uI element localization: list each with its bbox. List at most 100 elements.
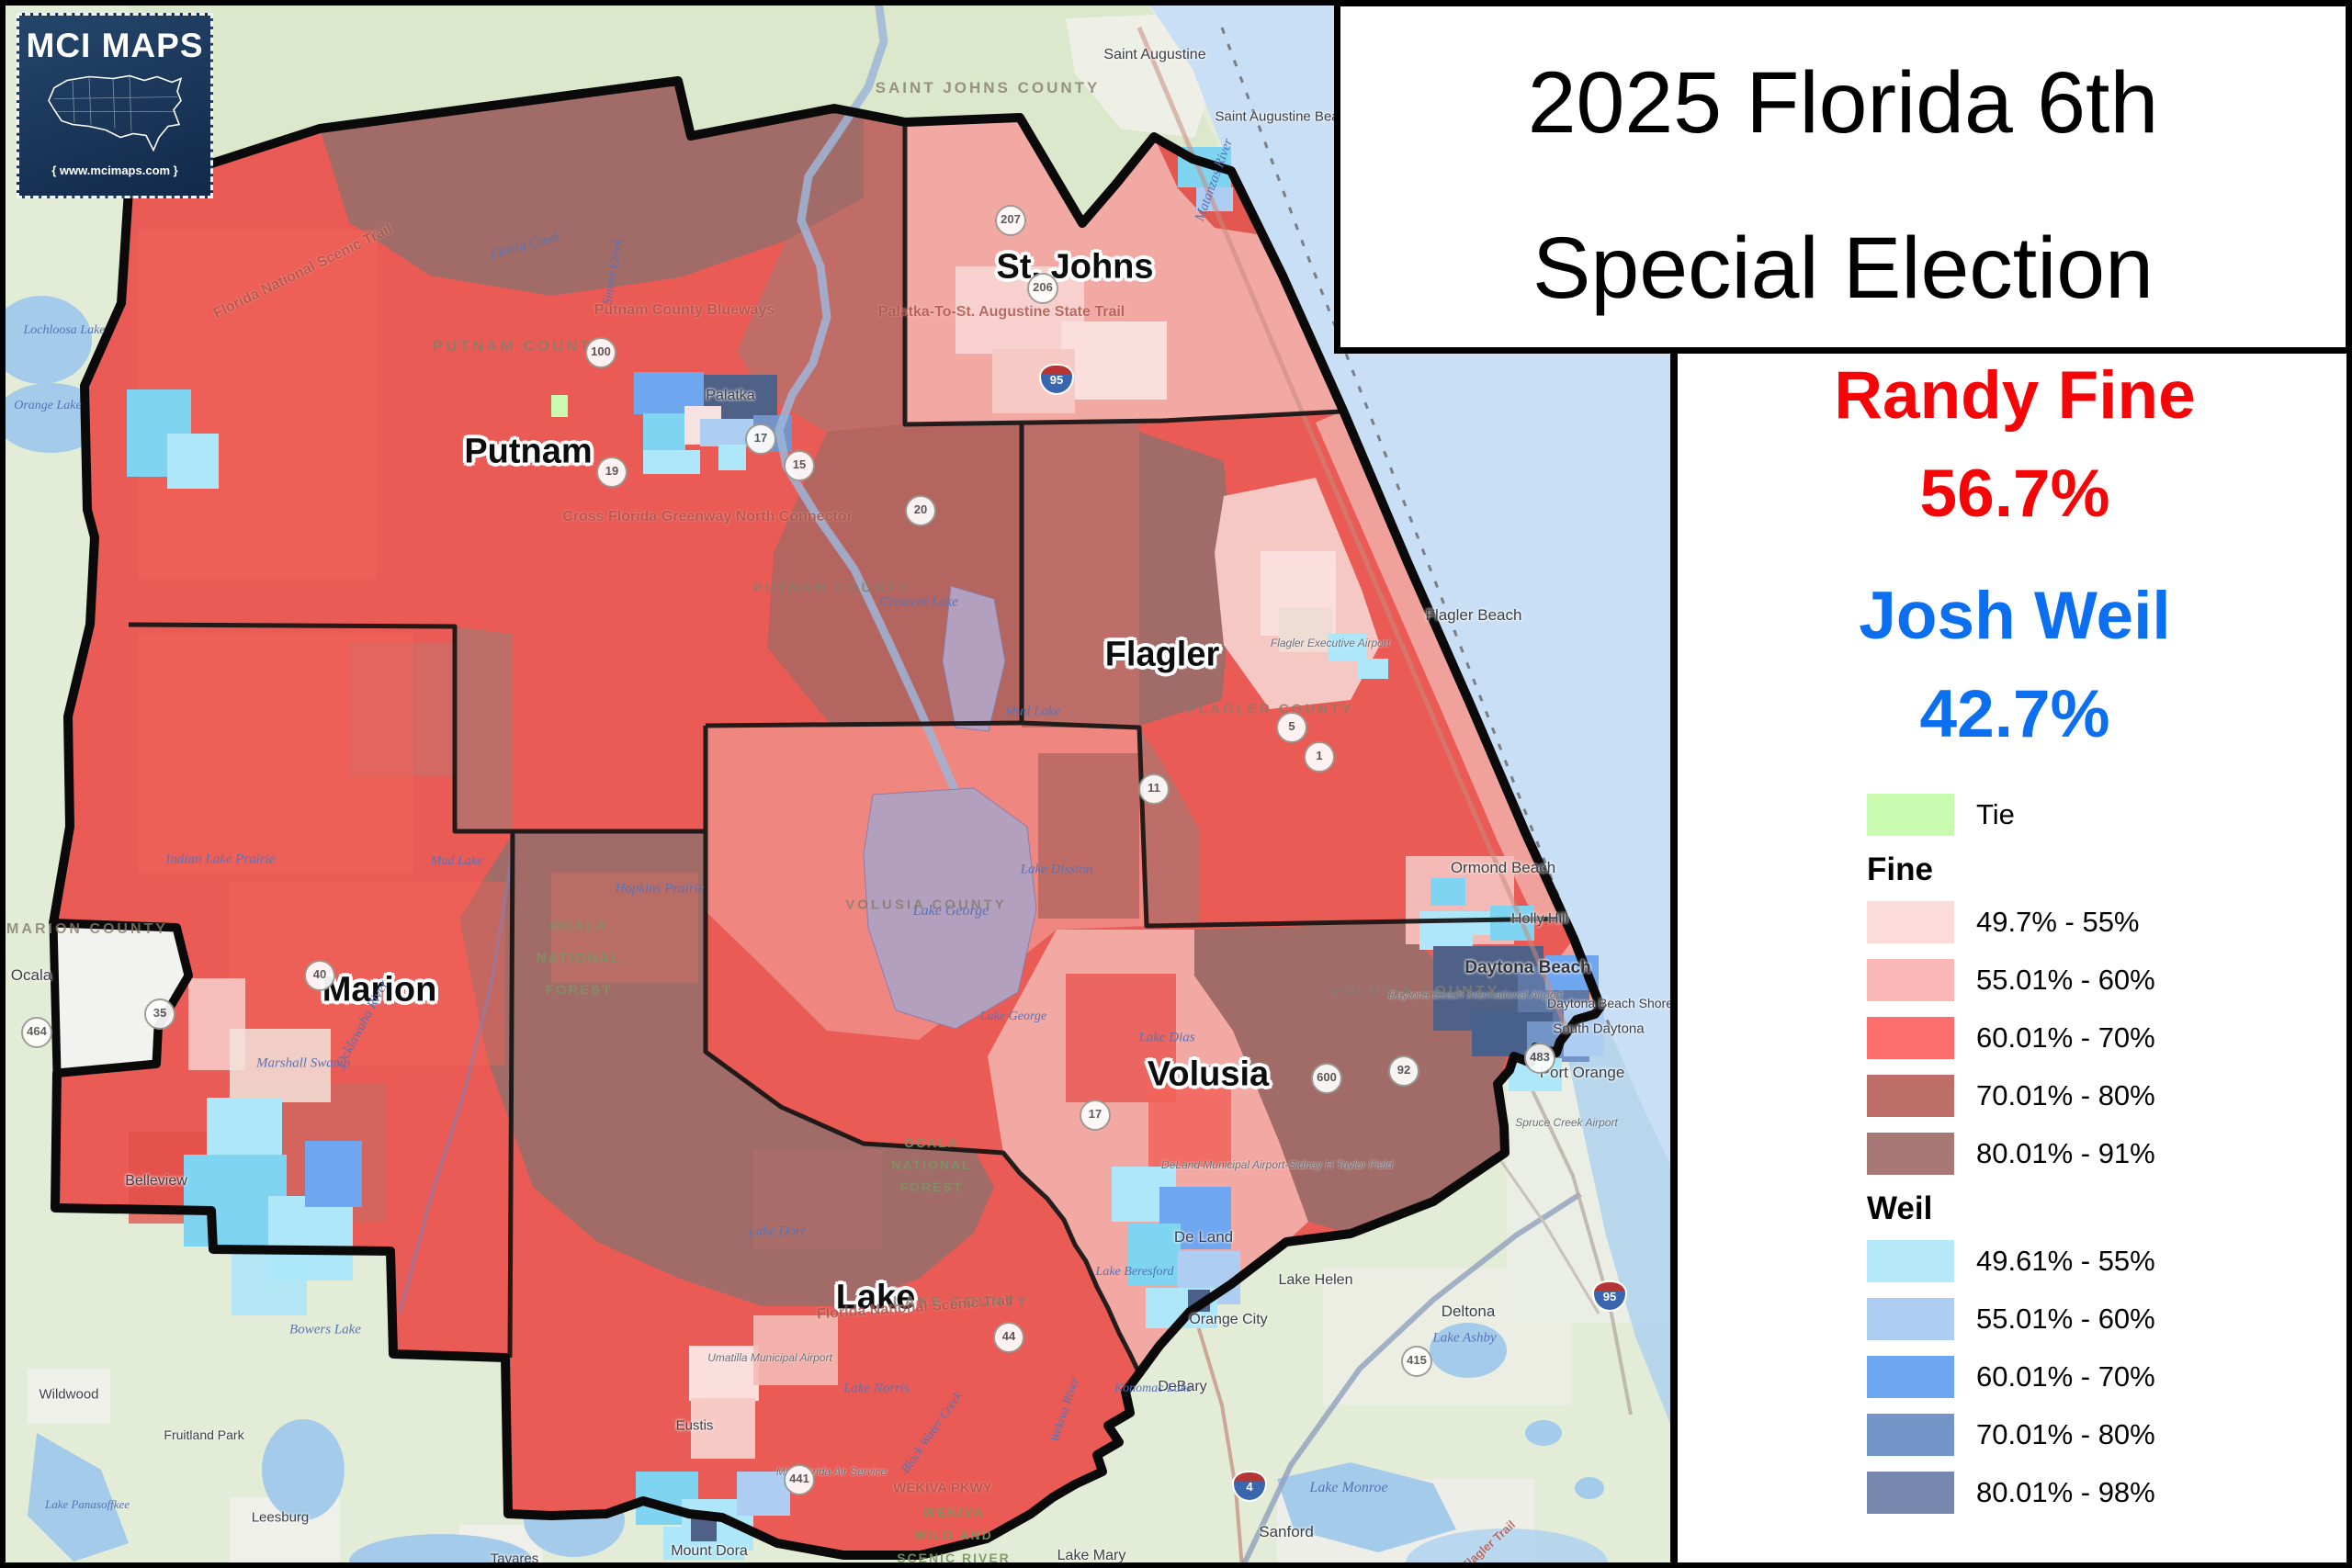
legend-row: 60.01% - 70% <box>1867 1356 2345 1398</box>
forest-label: FOREST <box>899 1179 964 1194</box>
legend-row: 55.01% - 60% <box>1867 959 2345 1001</box>
shield-label: 483 <box>1524 1043 1555 1074</box>
trail-label: Putnam County Blueways <box>594 302 775 318</box>
city-label: Deltona <box>1441 1303 1496 1320</box>
water-label: Crescent Lake <box>879 594 958 610</box>
caps-label: LAKE COUNTY <box>892 1294 1030 1310</box>
legend-range-label: 70.01% - 80% <box>1976 1418 2155 1450</box>
results-panel: Randy Fine 56.7% Josh Weil 42.7% Tie Fin… <box>1670 354 2352 1568</box>
water-label: Bowers Lake <box>289 1322 361 1337</box>
city-label: Belleview <box>125 1173 187 1189</box>
legend-row: 60.01% - 70% <box>1867 1017 2345 1059</box>
water-label: Marshall Swamp <box>255 1055 351 1071</box>
citysm-label: Spruce Creek Airport <box>1515 1116 1618 1129</box>
title-line-2: Special Election <box>1532 220 2154 317</box>
legend-row: 80.01% - 91% <box>1867 1133 2345 1175</box>
legend-row: 49.61% - 55% <box>1867 1240 2345 1282</box>
shield-label: 441 <box>784 1464 815 1495</box>
caps-label: MARION COUNTY <box>6 921 168 937</box>
city-label: Flagler Beach <box>1425 606 1522 624</box>
logo-title: MCI MAPS <box>26 27 204 64</box>
shield-label: 15 <box>784 450 815 481</box>
caps-label: PUTNAM COUNTY <box>432 337 606 355</box>
county-label: Putnam <box>464 432 593 471</box>
water-label: Lake George <box>979 1010 1047 1023</box>
city-label: Wildwood <box>39 1386 99 1403</box>
shield-label: 92 <box>1388 1055 1419 1087</box>
water-label: Lake George <box>912 903 989 919</box>
county-label: Flagler <box>1104 635 1220 674</box>
water-label: Ocklawaha River <box>333 977 392 1070</box>
title-box: 2025 Florida 6th Special Election <box>1334 0 2352 354</box>
legend-range-label: 49.7% - 55% <box>1976 906 2140 938</box>
shield-label: 17 <box>745 423 776 455</box>
legend-swatch <box>1867 901 1954 943</box>
legend: Tie Fine 49.7% - 55% 55.01% - 60% 60.01% -… <box>1867 794 2345 1529</box>
trail-label: Florida National Scenic Trail <box>210 220 395 322</box>
city-label: Saint Augustine Beach <box>1215 108 1354 125</box>
water-label: Lake Ashby <box>1432 1330 1497 1346</box>
legend-row: Tie <box>1867 794 2345 836</box>
title-line-1: 2025 Florida 6th <box>1527 54 2159 152</box>
city-label: Sanford <box>1259 1523 1314 1540</box>
trail-label: Cross Florida Greenway North Connector <box>562 509 853 525</box>
city-label: Palatka <box>706 388 755 403</box>
shield-label: 207 <box>995 205 1026 236</box>
shield-label: 17 <box>1080 1100 1111 1131</box>
water-label: Lake Disston <box>1020 862 1093 877</box>
legend-row: 80.01% - 98% <box>1867 1472 2345 1514</box>
shield-label: 1 <box>1304 741 1335 773</box>
water-label: Lake Panasoffkee <box>44 1497 130 1511</box>
forest-label: SCENIC RIVER <box>897 1551 1011 1565</box>
ishield-label: 95 <box>1039 364 1074 395</box>
legend-fine-rows: 49.7% - 55% 55.01% - 60% 60.01% - 70% 70.01… <box>1867 901 2345 1175</box>
city-label: Ormond Beach <box>1450 859 1556 876</box>
water-label: Etonia Creek <box>488 229 563 263</box>
legend-swatch <box>1867 1472 1954 1514</box>
forest-label: FOREST <box>545 982 613 998</box>
candidate-weil: Josh Weil 42.7% <box>1678 567 2352 763</box>
legend-row: 70.01% - 80% <box>1867 1414 2345 1456</box>
county-label: Marion <box>322 970 437 1010</box>
legend-range-label: 55.01% - 60% <box>1976 964 2155 996</box>
candidate-weil-name: Josh Weil <box>1859 579 2171 653</box>
caps-label: VOLUSIA COUNTY <box>1329 984 1500 999</box>
candidate-fine: Randy Fine 56.7% <box>1678 346 2352 543</box>
shield-label: 44 <box>993 1322 1024 1353</box>
water-label: Hopkins Prairie <box>615 881 705 897</box>
usa-map-icon <box>19 69 210 162</box>
logo-url: { www.mcimaps.com } <box>51 164 178 177</box>
citysm-label: Daytona Beach International Airport <box>1388 988 1563 1001</box>
legend-weil-header: Weil <box>1867 1190 1933 1226</box>
legend-range-label: 80.01% - 91% <box>1976 1137 2155 1169</box>
caps-label: FLAGLER COUNTY <box>1187 701 1354 717</box>
caps-label: VOLUSIA COUNTY <box>845 897 1007 913</box>
citysm-label: Flagler Executive Airport <box>1270 637 1391 649</box>
shield-label: 5 <box>1276 712 1307 743</box>
water-label: Black Water Creek <box>899 1389 966 1476</box>
legend-weil-rows: 49.61% - 55% 55.01% - 60% 60.01% - 70% 70.0… <box>1867 1240 2345 1514</box>
water-label: Simms Creek <box>600 237 627 307</box>
cityb-label: Daytona Beach <box>1464 958 1591 977</box>
legend-range-label: Tie <box>1976 798 2015 830</box>
water-label: Mud Lake <box>430 854 483 868</box>
shield-label: 20 <box>905 495 936 526</box>
ishield-label: 95 <box>1592 1280 1627 1312</box>
water-label: Lake Dorr <box>748 1224 807 1239</box>
city-label: Mount Dora <box>671 1543 748 1559</box>
city-label: Saint Augustine <box>1103 47 1206 62</box>
shield-label: 40 <box>304 960 335 991</box>
shield-label: 206 <box>1027 273 1058 304</box>
forest-label: WEKIVA <box>922 1505 985 1519</box>
city-label: South Daytona <box>1553 1021 1645 1037</box>
forest-label: OCALA <box>904 1135 959 1150</box>
shield-label: 35 <box>144 998 175 1030</box>
city-label: Ocala <box>10 966 52 984</box>
county-label: Lake <box>835 1278 916 1317</box>
forest-label: WILD AND <box>914 1528 993 1542</box>
legend-row: 70.01% - 80% <box>1867 1075 2345 1117</box>
water-label: Konomac Lake <box>1114 1382 1193 1395</box>
legend-range-label: 60.01% - 70% <box>1976 1360 2155 1393</box>
water-label: Lochloosa Lake <box>23 323 106 337</box>
